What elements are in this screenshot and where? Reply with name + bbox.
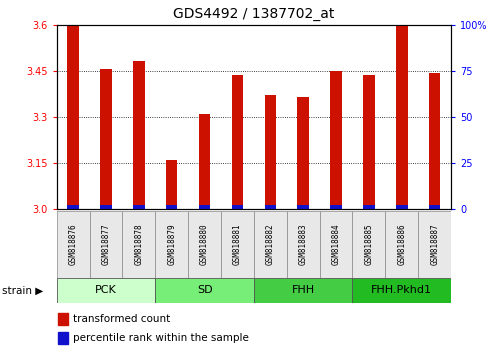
Text: FHH.Pkhd1: FHH.Pkhd1 bbox=[371, 285, 432, 295]
Bar bbox=[199, 114, 211, 209]
Text: PCK: PCK bbox=[95, 285, 117, 295]
Title: GDS4492 / 1387702_at: GDS4492 / 1387702_at bbox=[173, 7, 335, 21]
Bar bbox=[199, 205, 211, 209]
Text: GSM818887: GSM818887 bbox=[430, 223, 439, 265]
Bar bbox=[232, 75, 243, 209]
Bar bbox=[57, 211, 90, 278]
Text: GSM818886: GSM818886 bbox=[397, 223, 406, 265]
Bar bbox=[232, 205, 243, 209]
Bar bbox=[155, 278, 254, 303]
Bar bbox=[166, 160, 177, 209]
Text: GSM818880: GSM818880 bbox=[200, 223, 209, 265]
Text: GSM818883: GSM818883 bbox=[299, 223, 308, 265]
Bar bbox=[418, 211, 451, 278]
Bar bbox=[133, 205, 144, 209]
Bar bbox=[254, 211, 287, 278]
Text: GSM818878: GSM818878 bbox=[135, 223, 143, 265]
Text: GSM818885: GSM818885 bbox=[364, 223, 373, 265]
Bar bbox=[58, 332, 69, 344]
Bar bbox=[68, 205, 79, 209]
Bar bbox=[287, 211, 319, 278]
Bar bbox=[188, 211, 221, 278]
Text: GSM818879: GSM818879 bbox=[167, 223, 176, 265]
Bar bbox=[319, 211, 352, 278]
Bar bbox=[100, 205, 112, 209]
Bar bbox=[133, 61, 144, 209]
Bar bbox=[100, 69, 112, 209]
Bar bbox=[90, 211, 122, 278]
Bar bbox=[396, 205, 408, 209]
Bar bbox=[429, 73, 440, 209]
Text: GSM818882: GSM818882 bbox=[266, 223, 275, 265]
Bar bbox=[254, 278, 352, 303]
Bar bbox=[265, 95, 276, 209]
Text: percentile rank within the sample: percentile rank within the sample bbox=[73, 333, 249, 343]
Bar bbox=[363, 205, 375, 209]
Bar bbox=[363, 75, 375, 209]
Text: FHH: FHH bbox=[292, 285, 315, 295]
Bar bbox=[68, 26, 79, 209]
Text: GSM818876: GSM818876 bbox=[69, 223, 77, 265]
Bar bbox=[330, 71, 342, 209]
Bar bbox=[155, 211, 188, 278]
Bar bbox=[330, 205, 342, 209]
Text: GSM818884: GSM818884 bbox=[332, 223, 341, 265]
Text: GSM818877: GSM818877 bbox=[102, 223, 110, 265]
Bar bbox=[396, 26, 408, 209]
Bar bbox=[352, 278, 451, 303]
Bar bbox=[122, 211, 155, 278]
Text: SD: SD bbox=[197, 285, 212, 295]
Bar bbox=[265, 205, 276, 209]
Text: transformed count: transformed count bbox=[73, 314, 171, 324]
Text: GSM818881: GSM818881 bbox=[233, 223, 242, 265]
Bar bbox=[57, 278, 155, 303]
Text: strain ▶: strain ▶ bbox=[2, 285, 44, 295]
Bar bbox=[297, 97, 309, 209]
Bar bbox=[58, 313, 69, 325]
Bar bbox=[386, 211, 418, 278]
Bar bbox=[297, 205, 309, 209]
Bar bbox=[429, 205, 440, 209]
Bar bbox=[352, 211, 386, 278]
Bar bbox=[221, 211, 254, 278]
Bar bbox=[166, 205, 177, 209]
